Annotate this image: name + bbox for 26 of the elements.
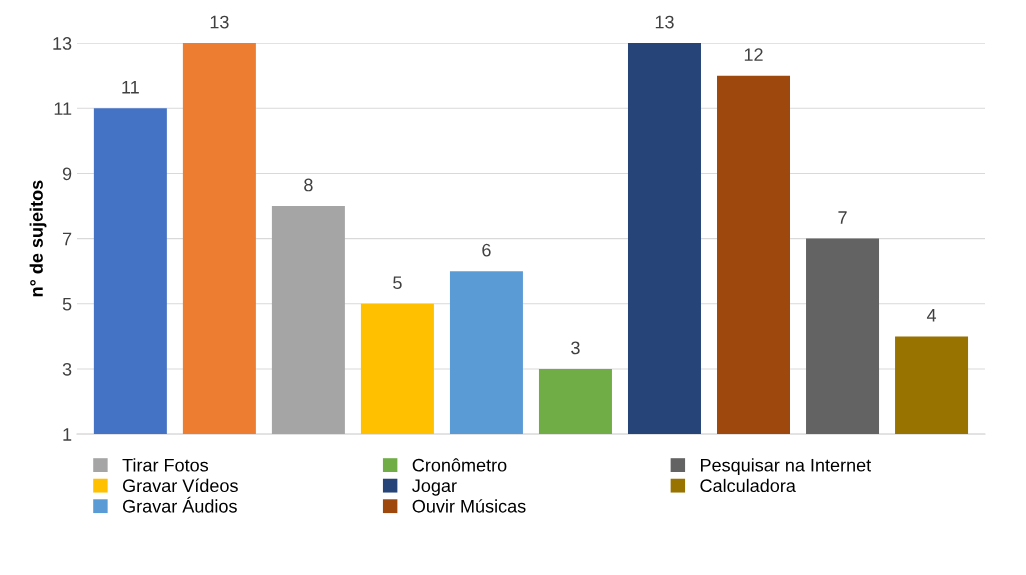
legend-label: Ouvir Músicas: [412, 499, 526, 513]
y-axis-title: n° de sujeitos: [29, 180, 47, 297]
y-tick-label: 9: [62, 167, 72, 181]
data-label: 6: [482, 243, 491, 257]
data-label: 13: [655, 15, 674, 29]
legend-label: Calculadora: [700, 478, 796, 493]
legend-label: Gravar Áudios: [123, 496, 237, 513]
legend-label: Pesquisar na Internet: [701, 458, 872, 476]
y-tick-label: 3: [62, 362, 72, 376]
data-label: 12: [744, 48, 763, 61]
data-label: 8: [304, 178, 313, 192]
y-tick-label: 13: [53, 37, 72, 50]
y-tick-label: 7: [62, 232, 72, 246]
data-label: 5: [393, 276, 402, 290]
legend-label: Tirar Fotos: [122, 458, 209, 472]
data-label: 4: [926, 309, 937, 322]
legend-label: Jogar: [412, 479, 457, 496]
legend-label: Gravar Vídeos: [123, 478, 238, 493]
y-tick-label: 11: [54, 102, 72, 115]
y-tick-label: 1: [63, 428, 72, 441]
y-tick-label: 5: [62, 297, 72, 311]
data-label: 7: [838, 211, 847, 224]
data-label: 13: [210, 15, 229, 29]
data-label: 3: [571, 341, 580, 355]
data-label: 11: [122, 81, 139, 94]
legend-label: Cronômetro: [412, 458, 507, 472]
